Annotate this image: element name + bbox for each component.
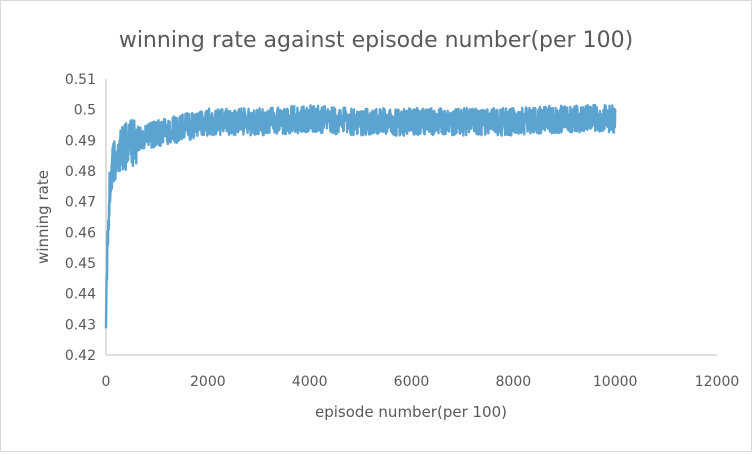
- y-tick-label: 0.46: [65, 225, 96, 241]
- series-layer: [104, 103, 617, 329]
- x-tick-label: 12000: [695, 374, 740, 390]
- winning-rate-series-line: [104, 103, 617, 329]
- y-tick-label: 0.43: [65, 317, 96, 333]
- y-tick-label: 0.45: [65, 256, 96, 272]
- x-axis-ticks: 0 2000 4000 6000 8000 10000 12000: [102, 374, 740, 390]
- y-tick-label: 0.5: [74, 103, 96, 119]
- y-tick-label: 0.47: [65, 195, 96, 211]
- y-tick-label: 0.42: [65, 348, 96, 364]
- x-tick-label: 0: [102, 374, 111, 390]
- y-tick-label: 0.51: [65, 72, 96, 88]
- x-tick-label: 2000: [190, 374, 226, 390]
- chart-title: winning rate against episode number(per …: [119, 28, 633, 53]
- y-tick-label: 0.44: [65, 287, 96, 303]
- x-tick-label: 6000: [394, 374, 430, 390]
- x-tick-label: 10000: [593, 374, 638, 390]
- y-axis-ticks: 0.42 0.43 0.44 0.45 0.46 0.47 0.48 0.49 0.5 0.51: [65, 72, 96, 364]
- y-tick-label: 0.49: [65, 133, 96, 149]
- x-tick-label: 4000: [292, 374, 328, 390]
- y-axis-label: winning rate: [34, 170, 52, 264]
- x-axis-label: episode number(per 100): [315, 403, 507, 421]
- x-tick-label: 8000: [496, 374, 532, 390]
- y-tick-label: 0.48: [65, 164, 96, 180]
